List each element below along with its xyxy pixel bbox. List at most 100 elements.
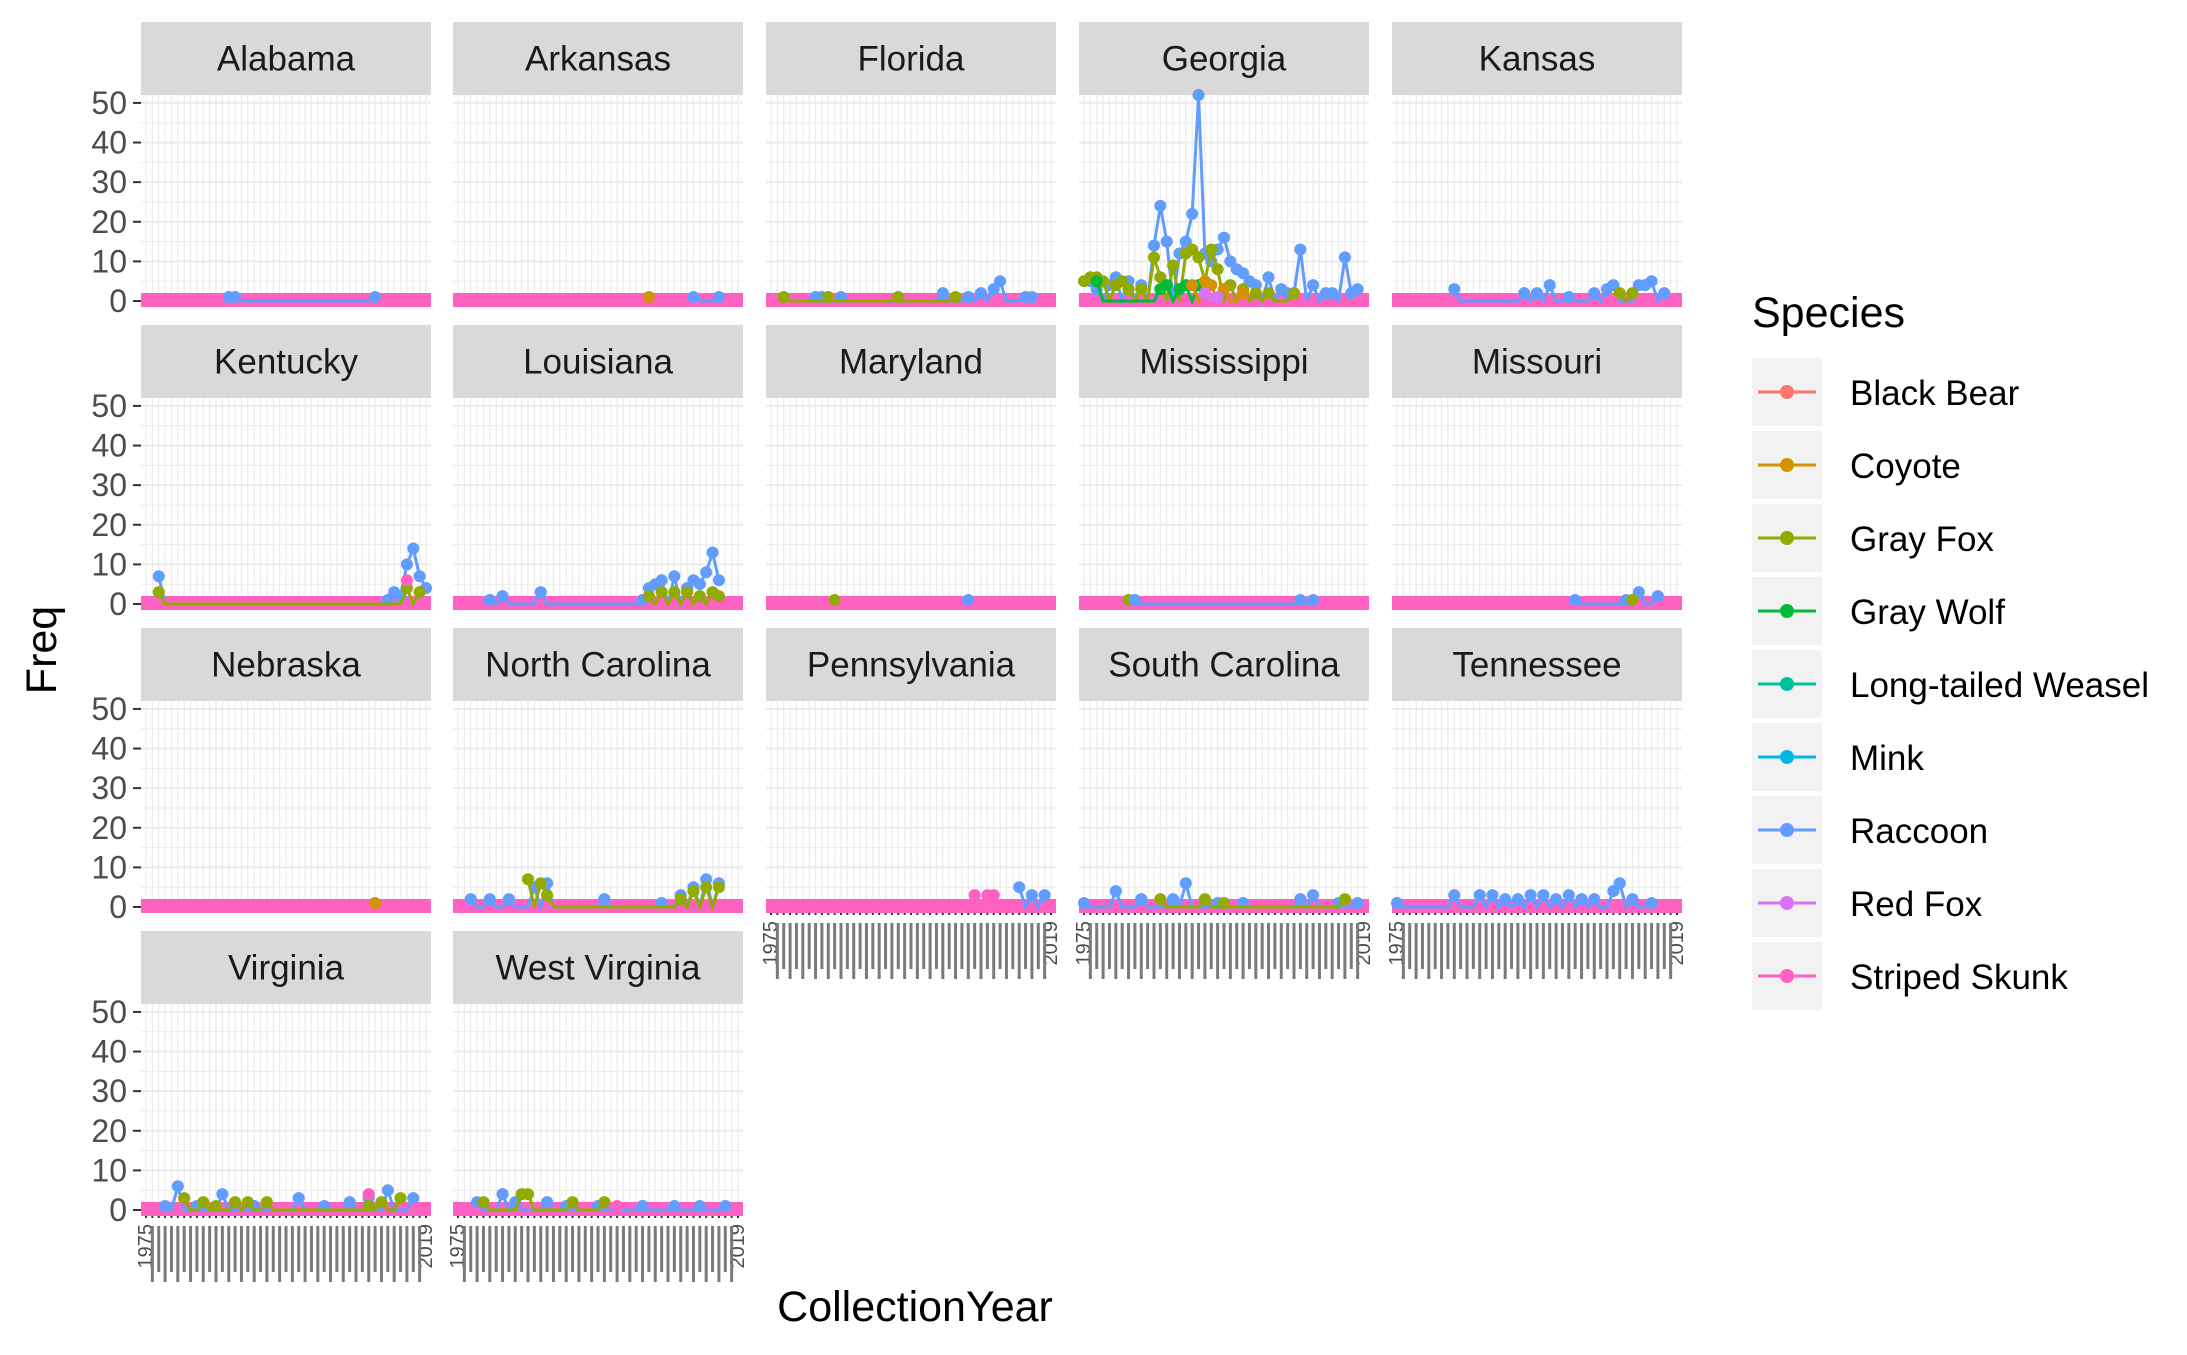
- series-line: [157, 584, 421, 608]
- data-point: [400, 574, 413, 587]
- facet-strip-label: Florida: [858, 40, 966, 79]
- data-point: [1524, 889, 1537, 902]
- data-point: [1518, 287, 1531, 300]
- data-point: [1626, 893, 1639, 906]
- data-point: [700, 881, 713, 894]
- data-point: [362, 1188, 375, 1201]
- series-line: [482, 1192, 606, 1212]
- data-point: [229, 1196, 242, 1209]
- facet-strip: [766, 325, 1056, 398]
- data-point: [1626, 287, 1639, 300]
- data-point: [1658, 287, 1671, 300]
- facet-panel: North Carolina: [453, 628, 743, 913]
- data-point: [822, 291, 835, 304]
- data-point: [534, 586, 547, 599]
- legend-label: Gray Wolf: [1850, 593, 2005, 632]
- data-point: [1569, 594, 1582, 607]
- y-tick-label: 0: [109, 1192, 127, 1228]
- facet-strip: [1392, 628, 1682, 701]
- facet-strip-label: Missouri: [1472, 343, 1602, 382]
- data-point: [1562, 889, 1575, 902]
- data-point: [260, 1196, 273, 1209]
- data-point: [362, 1200, 375, 1213]
- data-point: [413, 570, 426, 583]
- data-point: [936, 287, 949, 300]
- data-point: [949, 291, 962, 304]
- data-point: [1351, 283, 1364, 296]
- data-point: [1128, 594, 1141, 607]
- facet-strip-label: Maryland: [839, 343, 983, 382]
- y-tick-label: 50: [91, 691, 127, 727]
- data-point: [1537, 889, 1550, 902]
- data-point: [611, 1200, 624, 1213]
- data-point: [1205, 243, 1218, 256]
- data-point: [566, 1196, 579, 1209]
- legend-label: Raccoon: [1850, 812, 1988, 851]
- data-point: [1511, 893, 1524, 906]
- data-point: [369, 897, 382, 910]
- data-point: [210, 1200, 222, 1213]
- data-point: [496, 1188, 509, 1201]
- data-point: [483, 594, 496, 607]
- data-point: [687, 291, 700, 304]
- data-point: [987, 889, 1000, 902]
- series-baseline: [1392, 596, 1682, 610]
- facet-panel: Florida: [766, 22, 1056, 307]
- data-point: [687, 885, 700, 898]
- series-baseline: [453, 293, 743, 307]
- data-point: [483, 893, 496, 906]
- facet-panel: Missouri: [1392, 325, 1682, 610]
- data-point: [1109, 885, 1122, 898]
- y-tick-label: 30: [91, 164, 127, 200]
- facet-strip: [141, 22, 431, 95]
- facet-panel: Kansas: [1392, 22, 1682, 307]
- facet-panel: Georgia: [1078, 22, 1369, 307]
- data-point: [712, 590, 725, 603]
- data-point: [152, 570, 165, 583]
- data-point: [1025, 291, 1038, 304]
- data-point: [229, 291, 242, 304]
- data-point: [1218, 231, 1230, 244]
- data-point: [1562, 291, 1575, 304]
- facet-strip: [1392, 325, 1682, 398]
- data-point: [1262, 287, 1275, 300]
- data-point: [1167, 893, 1180, 906]
- facet-strip-label: Alabama: [217, 40, 356, 79]
- data-point: [1148, 251, 1160, 264]
- facet-strip: [141, 325, 431, 398]
- data-point: [413, 586, 426, 599]
- facet-strip: [1392, 22, 1682, 95]
- data-point: [693, 590, 706, 603]
- data-point: [1588, 893, 1601, 906]
- data-point: [1090, 275, 1103, 288]
- data-point: [777, 291, 790, 304]
- data-point: [1338, 893, 1351, 906]
- data-point: [1198, 893, 1211, 906]
- data-point: [464, 893, 477, 906]
- data-point: [1186, 207, 1199, 220]
- data-point: [668, 586, 681, 599]
- data-point: [1211, 291, 1224, 304]
- legend-key-point: [1780, 531, 1794, 545]
- data-point: [1294, 893, 1307, 906]
- data-point: [1351, 897, 1364, 910]
- facet-strip: [1079, 628, 1369, 701]
- facet-strip-label: West Virginia: [496, 949, 701, 988]
- facet-strip: [1079, 22, 1369, 95]
- y-tick-label: 0: [109, 889, 127, 925]
- y-tick-label: 10: [91, 849, 127, 885]
- data-point: [407, 542, 420, 555]
- data-point: [642, 590, 655, 603]
- data-point: [655, 574, 668, 587]
- data-point: [828, 594, 841, 607]
- facet-strip-label: North Carolina: [485, 646, 711, 685]
- data-point: [1025, 889, 1038, 902]
- data-point: [216, 1188, 229, 1201]
- data-point: [681, 586, 694, 599]
- legend-key-point: [1780, 677, 1794, 691]
- legend-label: Black Bear: [1850, 374, 2020, 413]
- y-tick-label: 40: [91, 1034, 127, 1070]
